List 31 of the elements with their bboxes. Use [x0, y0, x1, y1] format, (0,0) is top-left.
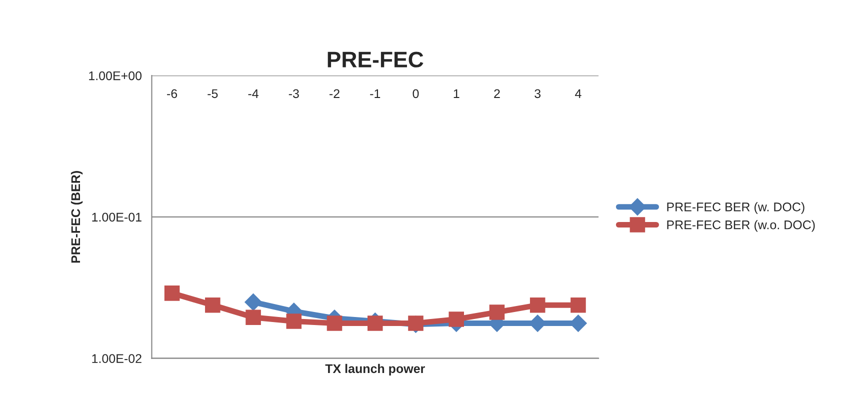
point — [286, 314, 302, 329]
x-tick-label: 2 — [494, 89, 500, 98]
x-tick-label: -5 — [208, 89, 218, 98]
x-tick-label: -4 — [248, 89, 258, 98]
point — [408, 316, 424, 331]
x-tick-label: -1 — [370, 89, 380, 98]
point — [246, 310, 261, 325]
y-axis-title: PRE-FEC (BER) — [70, 171, 83, 263]
x-tick-label: 3 — [534, 89, 541, 98]
point — [205, 297, 220, 313]
x-tick-label: 0 — [412, 89, 419, 98]
y-tick-label: 1.00E-02 — [92, 354, 142, 363]
point — [448, 312, 464, 327]
x-tick-label: 1 — [454, 89, 460, 98]
x-tick-label: -3 — [288, 89, 299, 98]
x-tick-label: -2 — [330, 89, 340, 98]
chart-title: PRE-FEC — [328, 52, 424, 68]
legend-label: PRE-FEC BER (w. DOC) — [667, 202, 804, 214]
point — [489, 304, 505, 320]
point — [570, 297, 586, 313]
x-tick-label: -6 — [167, 89, 178, 98]
legend-label: PRE-FEC BER (w.o. DOC) — [667, 220, 815, 232]
point — [244, 294, 262, 311]
point — [326, 316, 342, 331]
y-tick-label: 1.00E-01 — [92, 212, 142, 222]
point — [367, 316, 383, 331]
x-tick-label: 4 — [575, 89, 582, 98]
x-axis-title: TX launch power — [325, 364, 425, 376]
point — [530, 297, 546, 313]
point — [164, 286, 180, 301]
y-tick-label: 1.00E+00 — [89, 71, 142, 80]
